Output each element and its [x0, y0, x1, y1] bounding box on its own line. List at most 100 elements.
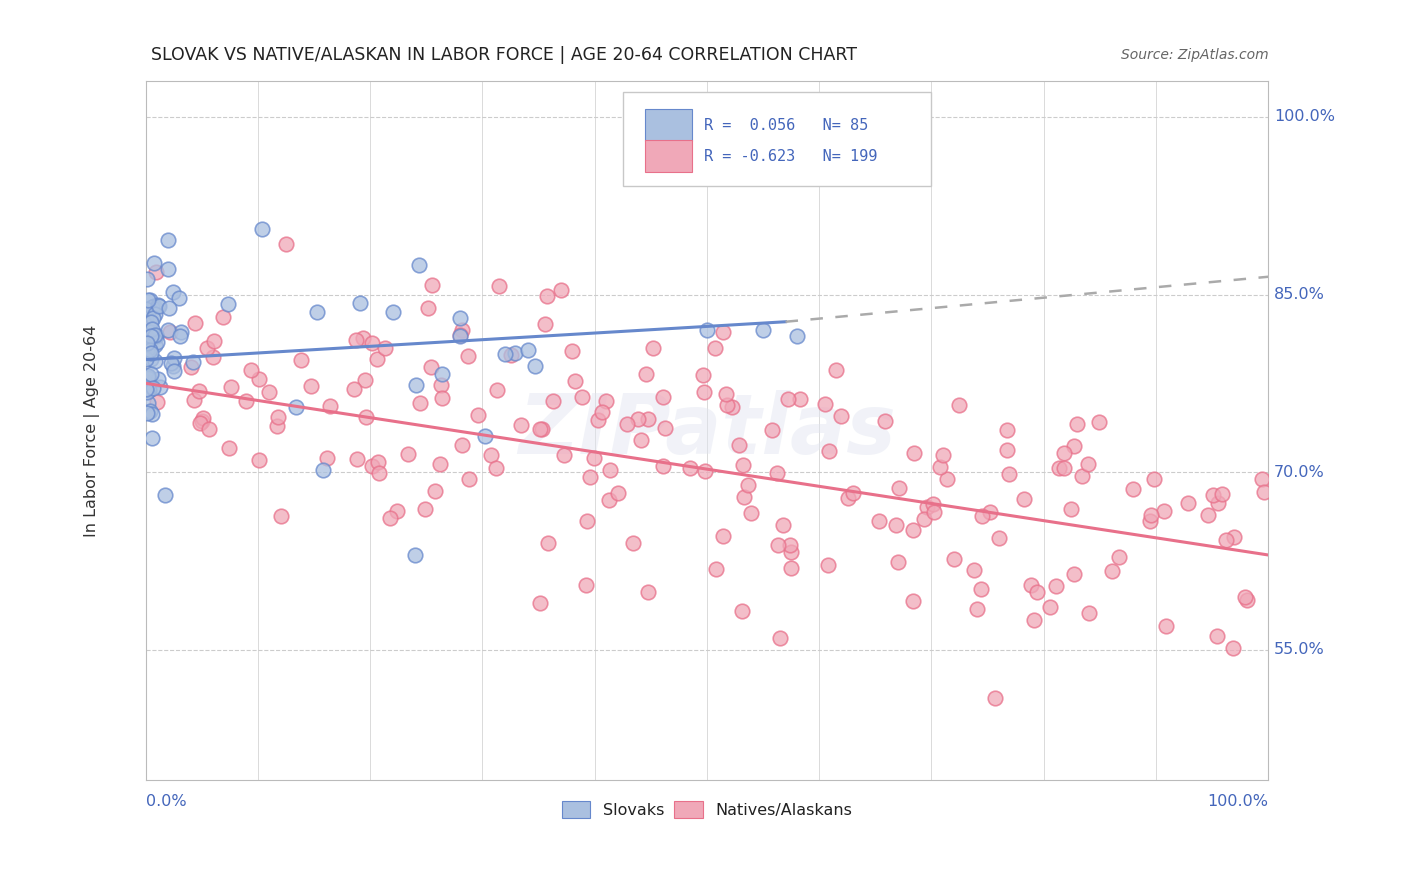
Point: [149, 380, 172, 394]
Point: [188, 384, 211, 399]
Point: [139, 329, 162, 343]
Point: [1143, 473, 1166, 487]
Point: [637, 412, 659, 426]
Text: 70.0%: 70.0%: [1274, 465, 1324, 480]
Point: [903, 594, 925, 608]
Point: [517, 343, 540, 357]
Point: [344, 333, 367, 347]
Text: 100.0%: 100.0%: [1208, 794, 1268, 809]
Point: [266, 410, 288, 425]
Point: [1154, 619, 1177, 633]
Point: [696, 323, 718, 337]
Point: [1063, 566, 1085, 581]
Point: [716, 386, 738, 401]
Point: [420, 278, 443, 293]
Point: [1140, 508, 1163, 523]
Point: [479, 448, 502, 462]
Point: [817, 558, 839, 572]
Point: [1039, 599, 1062, 614]
Point: [1206, 495, 1229, 509]
FancyBboxPatch shape: [645, 110, 692, 142]
Point: [929, 459, 952, 474]
Point: [219, 380, 242, 394]
Point: [139, 315, 162, 329]
Point: [1071, 469, 1094, 483]
Point: [135, 382, 157, 396]
Point: [830, 409, 852, 423]
Point: [167, 291, 190, 305]
Point: [416, 301, 439, 315]
Point: [449, 329, 471, 343]
Point: [988, 531, 1011, 545]
Point: [141, 322, 163, 336]
Point: [651, 390, 673, 404]
Point: [524, 359, 547, 373]
Point: [315, 450, 337, 465]
Point: [202, 350, 225, 364]
Point: [766, 538, 789, 552]
Point: [159, 325, 181, 339]
Point: [367, 455, 389, 469]
Point: [135, 339, 157, 353]
Point: [157, 261, 180, 276]
Point: [541, 394, 564, 409]
Point: [765, 466, 787, 480]
Point: [1077, 457, 1099, 471]
Point: [135, 351, 157, 366]
Point: [146, 298, 169, 312]
Point: [1108, 550, 1130, 565]
Point: [319, 399, 342, 413]
Point: [136, 369, 159, 384]
Point: [728, 437, 751, 451]
Point: [731, 604, 754, 618]
Point: [1177, 496, 1199, 510]
Point: [146, 372, 169, 386]
Point: [637, 585, 659, 599]
Point: [396, 447, 419, 461]
Point: [218, 441, 240, 455]
Point: [145, 329, 167, 343]
Point: [405, 378, 427, 392]
Point: [354, 410, 377, 425]
Point: [457, 472, 479, 486]
Point: [430, 378, 453, 392]
Point: [143, 299, 166, 313]
Point: [157, 233, 180, 247]
Point: [1052, 446, 1074, 460]
Point: [536, 289, 558, 303]
Point: [1012, 492, 1035, 507]
Point: [1197, 508, 1219, 522]
Point: [141, 327, 163, 342]
Point: [202, 334, 225, 348]
Point: [966, 601, 988, 615]
Point: [1251, 472, 1274, 486]
Point: [141, 431, 163, 445]
Point: [621, 536, 644, 550]
Text: 85.0%: 85.0%: [1274, 287, 1324, 302]
Point: [780, 560, 803, 574]
Point: [1026, 584, 1049, 599]
Point: [138, 342, 160, 356]
Point: [654, 421, 676, 435]
Point: [948, 398, 970, 412]
Point: [695, 464, 717, 478]
Point: [413, 502, 436, 516]
Point: [995, 442, 1018, 457]
Text: In Labor Force | Age 20-64: In Labor Force | Age 20-64: [84, 325, 100, 537]
Point: [381, 305, 404, 319]
Point: [343, 382, 366, 396]
Point: [550, 283, 572, 297]
Point: [752, 323, 775, 337]
Point: [141, 407, 163, 421]
Point: [998, 467, 1021, 481]
Point: [886, 555, 908, 569]
Point: [561, 343, 583, 358]
Point: [143, 256, 166, 270]
Point: [290, 352, 312, 367]
Point: [135, 341, 157, 355]
Point: [430, 391, 453, 405]
Point: [825, 363, 848, 377]
FancyBboxPatch shape: [645, 140, 692, 172]
Point: [488, 279, 510, 293]
Point: [529, 422, 551, 436]
